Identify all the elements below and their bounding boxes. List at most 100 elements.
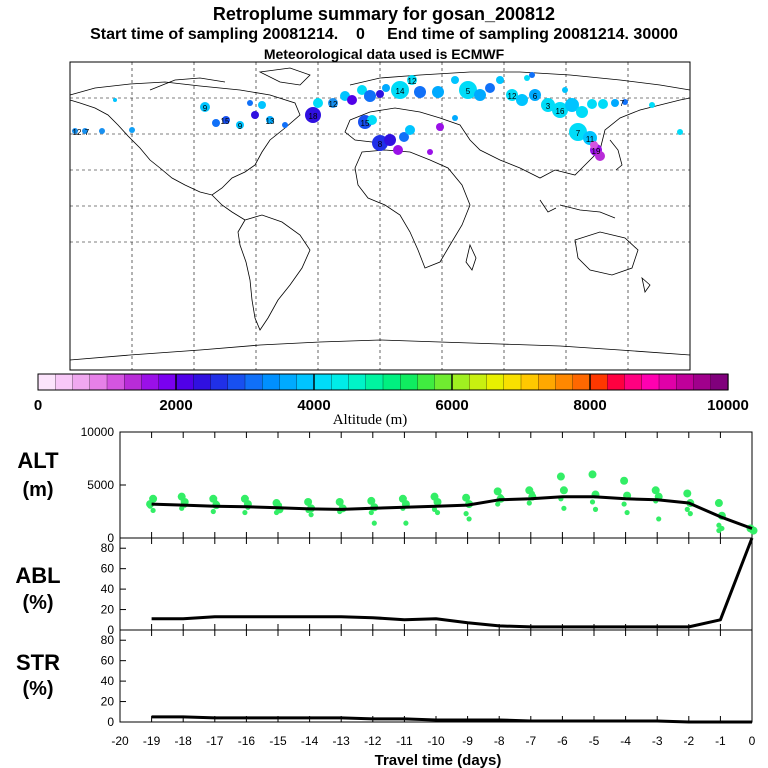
altitude-point (210, 508, 216, 515)
altitude-point (588, 470, 597, 479)
map-bubble (347, 95, 357, 105)
map-bubble (576, 106, 588, 118)
map-bubble (305, 107, 321, 123)
x-tick-label: -15 (269, 734, 287, 748)
map-bubble-label: 11 (586, 135, 595, 144)
y-tick-label: 20 (101, 603, 115, 617)
altitude-point (367, 496, 376, 505)
x-tick-label: -17 (206, 734, 224, 748)
colorbar-tick-label: 2000 (159, 397, 192, 414)
map-bubble (364, 90, 376, 102)
map-bubble-label: 19 (592, 147, 601, 156)
y-tick-label: 80 (101, 541, 115, 555)
altitude-point (462, 493, 471, 502)
met-data-text: Meteorological data used is ECMWF (263, 46, 505, 62)
altitude-point (656, 516, 662, 522)
altitude-point (308, 512, 314, 518)
colorbar-tick-label: 0 (34, 397, 42, 414)
x-tick-label: -5 (589, 734, 600, 748)
map-bubble (282, 122, 288, 128)
panel-unit: (%) (22, 592, 53, 614)
altitude-point (335, 497, 344, 506)
plume-bubbles (72, 72, 683, 161)
colorbar-cell (676, 373, 695, 391)
x-tick-label: 0 (749, 734, 756, 748)
altitude-point (624, 509, 630, 516)
altitude-point (273, 509, 280, 516)
colorbar-cell (641, 373, 660, 391)
colorbar-cell (72, 373, 91, 391)
colorbar-cell (124, 373, 143, 391)
x-tick-label: -1 (715, 734, 726, 748)
colorbar-label: Altitude (m) (333, 412, 408, 428)
colorbar-cell (106, 373, 125, 391)
map-bubble (266, 116, 274, 124)
map-bubble (565, 98, 579, 112)
map-bubble (459, 81, 477, 99)
map-bubble (587, 99, 597, 109)
panel-label: ALT (17, 448, 59, 473)
map-bubble (391, 81, 409, 99)
altitude-point (304, 497, 313, 506)
x-tick-label: -9 (462, 734, 473, 748)
panel-abl: 80 60 40 20 0 ABL (%) (15, 537, 754, 637)
colorbar-cell (607, 373, 626, 391)
x-tick-label: -7 (525, 734, 536, 748)
colorbar-cell (486, 373, 505, 391)
map-bubble (72, 128, 78, 134)
colorbar-cell (451, 373, 470, 391)
colorbar-tick-label: 4000 (297, 397, 330, 414)
map-bubble (474, 89, 486, 101)
altitude-point (433, 497, 442, 506)
map-bubble (393, 145, 403, 155)
colorbar-cell (89, 373, 108, 391)
map-bubble (649, 102, 655, 108)
colorbar-cell (175, 373, 194, 391)
colorbar-cell (331, 373, 350, 391)
map-bubble (529, 89, 541, 101)
map-bubble (541, 98, 555, 112)
x-tick-label: -14 (301, 734, 319, 748)
map-bubble (562, 87, 568, 93)
colorbar-cell (365, 373, 384, 391)
map-bubble (405, 125, 415, 135)
map-bubble (432, 86, 444, 98)
colorbar-cell (572, 373, 591, 391)
map-bubble-label: 9 (203, 104, 208, 113)
map-bubble-label: 7 (85, 128, 90, 137)
colorbar-cell (417, 373, 436, 391)
panel-frame (119, 431, 753, 539)
x-tick-label: -20 (111, 734, 129, 748)
map-bubble-label: 7 (576, 129, 581, 138)
colorbar-cell (624, 373, 643, 391)
map-bubble (251, 111, 259, 119)
map-bubble (414, 86, 426, 98)
map-bubble-label: 3 (546, 102, 551, 111)
map-bubble (451, 76, 459, 84)
map-bubble-label: 15 (221, 117, 230, 126)
colorbar-cell (520, 373, 539, 391)
x-tick-label: -4 (620, 734, 631, 748)
map-bubble-label: 9 (238, 122, 243, 131)
panel-str: 80 60 40 20 0 STR (%) (16, 629, 753, 729)
colorbar-tick-label: 8000 (573, 397, 606, 414)
colorbar-cell (589, 373, 608, 391)
x-axis-label: Travel time (days) (375, 752, 502, 768)
y-tick-label: 0 (107, 715, 114, 729)
map-bubble (622, 99, 628, 105)
x-tick-label: -8 (494, 734, 505, 748)
colorbar-cell (382, 373, 401, 391)
y-tick-label: 0 (107, 623, 114, 637)
map-bubble (113, 98, 117, 102)
colorbar-cell (244, 373, 263, 391)
time-series-panels: 10000 5000 0 ALT (m) 80 60 40 20 0 ABL (%) 80 60 40 20 0… (15, 425, 758, 729)
panel-label: ABL (15, 563, 60, 588)
map-bubble (611, 99, 619, 107)
colorbar-cell (538, 373, 557, 391)
panel-unit: (m) (22, 479, 53, 501)
colorbar-cell (693, 373, 712, 391)
colorbar-cells (37, 373, 729, 391)
map-bubble (598, 99, 608, 109)
